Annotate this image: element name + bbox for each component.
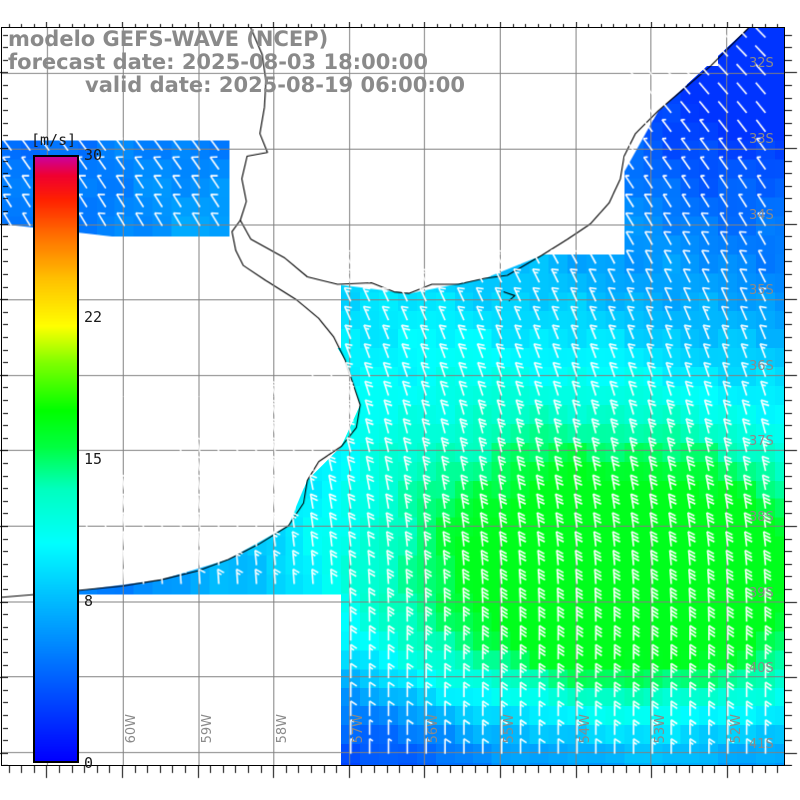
colorbar-tick-0: 0	[84, 754, 94, 772]
colorbar	[33, 155, 79, 763]
map-plot-area[interactable]	[1, 27, 785, 766]
colorbar-tick-15: 15	[84, 450, 103, 468]
top-axis-ticks	[1, 22, 785, 28]
right-axis-ticks	[785, 27, 799, 766]
colorbar-gradient	[35, 157, 77, 761]
wind-barb-layer	[2, 28, 784, 765]
colorbar-unit-label: [m/s]	[31, 131, 77, 149]
bottom-axis-ticks	[1, 766, 785, 780]
left-axis-ticks	[0, 27, 8, 766]
colorbar-tick-22: 22	[84, 308, 103, 327]
colorbar-tick-8: 8	[84, 591, 94, 610]
colorbar-tick-30: 30	[84, 146, 103, 164]
